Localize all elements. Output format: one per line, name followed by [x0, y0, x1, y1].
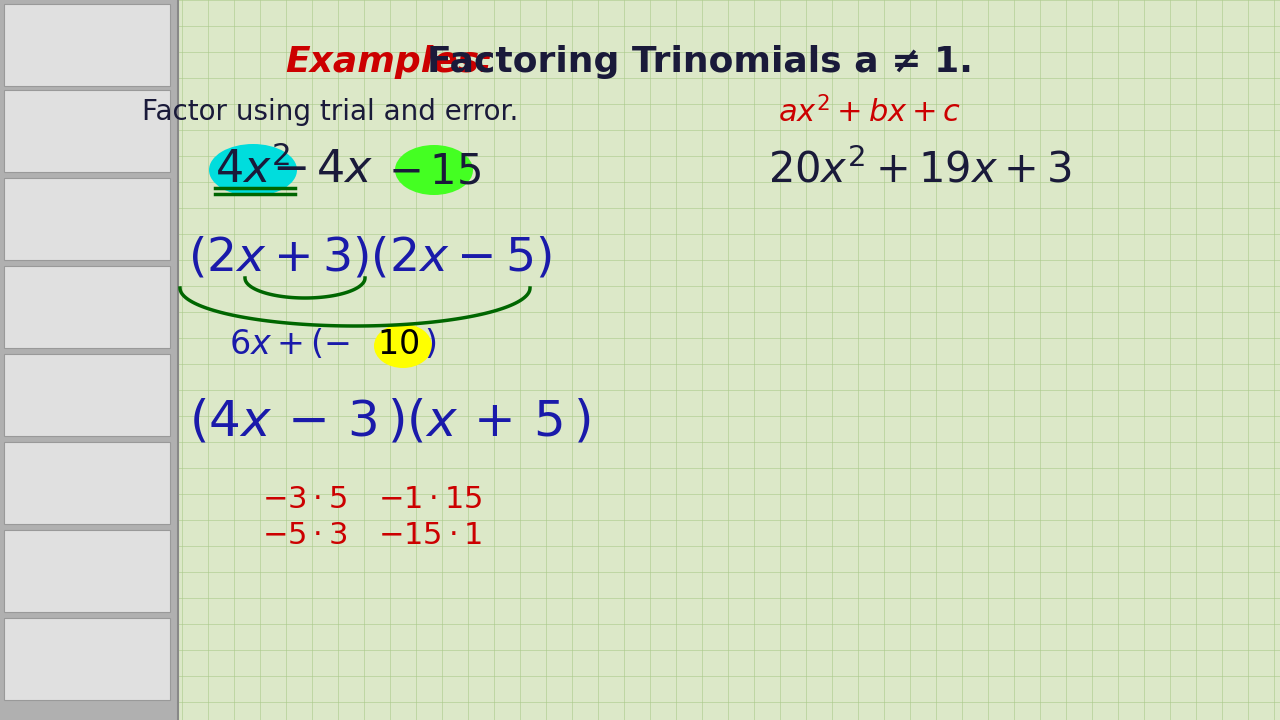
Text: $-3 \cdot 5$: $-3 \cdot 5$: [262, 485, 348, 515]
Text: $)$: $)$: [424, 327, 436, 361]
FancyBboxPatch shape: [4, 618, 170, 700]
Text: $-15 \cdot 1$: $-15 \cdot 1$: [378, 521, 483, 549]
FancyBboxPatch shape: [4, 90, 170, 172]
FancyBboxPatch shape: [4, 178, 170, 260]
Text: $-\,15$: $-\,15$: [388, 151, 480, 193]
FancyBboxPatch shape: [4, 354, 170, 436]
Ellipse shape: [374, 324, 433, 368]
Text: Examples:: Examples:: [285, 45, 494, 79]
Text: $-1 \cdot 15$: $-1 \cdot 15$: [378, 485, 483, 515]
Text: $ax^2 + bx + c$: $ax^2 + bx + c$: [778, 96, 961, 128]
Ellipse shape: [209, 144, 297, 196]
Text: $(2x + 3)(2x - 5)$: $(2x + 3)(2x - 5)$: [188, 235, 552, 281]
Ellipse shape: [396, 145, 474, 195]
FancyBboxPatch shape: [4, 266, 170, 348]
FancyBboxPatch shape: [0, 0, 178, 720]
Text: $4x^2$: $4x^2$: [215, 148, 291, 192]
Text: $(4x\,-\,3\,)(x\,+\,5\,)$: $(4x\,-\,3\,)(x\,+\,5\,)$: [189, 398, 591, 446]
Text: $-5 \cdot 3$: $-5 \cdot 3$: [262, 521, 348, 549]
FancyBboxPatch shape: [4, 4, 170, 86]
FancyBboxPatch shape: [4, 442, 170, 524]
Text: $6x + (-$: $6x + (-$: [229, 327, 351, 361]
Text: $10$: $10$: [376, 328, 419, 361]
Text: Factoring Trinomials a ≠ 1.: Factoring Trinomials a ≠ 1.: [428, 45, 973, 79]
FancyBboxPatch shape: [4, 530, 170, 612]
Text: $20x^2 + 19x + 3$: $20x^2 + 19x + 3$: [768, 149, 1073, 192]
Text: $-\,4x$: $-\,4x$: [273, 148, 374, 192]
Text: Factor using trial and error.: Factor using trial and error.: [142, 98, 518, 126]
